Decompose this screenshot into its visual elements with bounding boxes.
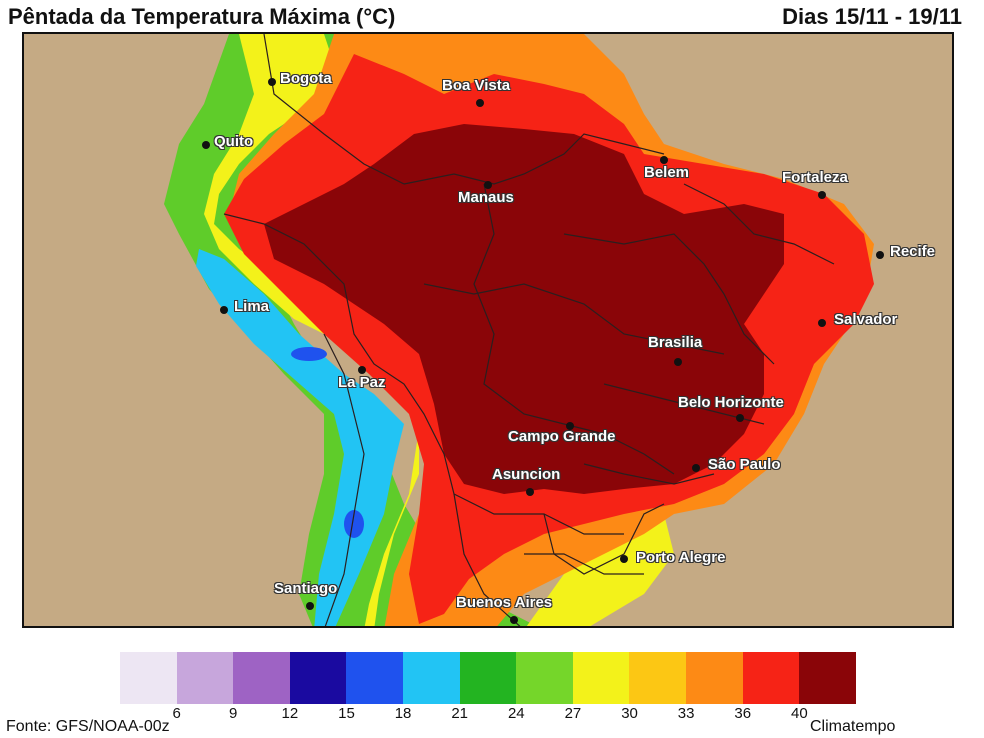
temperature-map-svg	[164, 34, 874, 626]
legend-bin	[233, 652, 290, 704]
legend-tick-label: 40	[791, 705, 808, 722]
city-label-brasilia: Brasilia	[648, 334, 703, 351]
city-dot-icon	[476, 99, 484, 107]
city-dot-icon	[566, 422, 574, 430]
city-label-sao-paulo: São Paulo	[708, 456, 781, 473]
legend-tick-label: 6	[172, 705, 181, 722]
legend-bin	[459, 652, 517, 704]
city-dot-icon	[484, 181, 492, 189]
city-dot-icon	[660, 156, 668, 164]
city-label-manaus: Manaus	[458, 189, 514, 206]
legend-tick-label: 30	[621, 705, 638, 722]
city-label-salvador: Salvador	[834, 311, 898, 328]
legend-tick-label: 24	[507, 705, 525, 722]
legend-tick-label: 15	[338, 705, 355, 722]
temperature-map: Bogota Quito Boa Vista Manaus Belem Fort…	[22, 32, 954, 628]
legend-bin	[176, 652, 234, 704]
zone-yellow	[204, 34, 674, 626]
city-dot-icon	[692, 464, 700, 472]
city-dot-icon	[674, 358, 682, 366]
city-dot-icon	[268, 78, 276, 86]
city-label-recife: Recife	[890, 243, 936, 260]
color-scale-legend	[120, 652, 856, 704]
legend-bin	[799, 652, 856, 704]
city-dot-icon	[220, 306, 228, 314]
city-label-la-paz: La Paz	[338, 374, 386, 391]
legend-bin	[289, 652, 347, 704]
city-label-asuncion: Asuncion	[492, 466, 561, 483]
city-label-santiago: Santiago	[274, 580, 338, 597]
legend-bin	[346, 652, 404, 704]
legend-tick-label: 12	[281, 705, 299, 722]
legend-ticks: 6 9 12 15 18 21 24 27 30 33 36 40	[120, 705, 856, 725]
brand-credit: Climatempo	[810, 718, 896, 735]
legend-tick-label: 21	[451, 705, 469, 722]
city-dot-icon	[526, 488, 534, 496]
city-label-lima: Lima	[234, 298, 270, 315]
legend-bin	[742, 652, 800, 704]
city-dot-icon	[736, 414, 744, 422]
legend-tick-label: 9	[229, 705, 238, 722]
date-range: Dias 15/11 - 19/11	[782, 4, 962, 29]
city-label-belem: Belem	[644, 164, 690, 181]
city-label-porto-alegre: Porto Alegre	[636, 549, 726, 566]
legend-tick-label: 36	[734, 705, 752, 722]
source-credit: Fonte: GFS/NOAA-00z	[6, 718, 170, 735]
legend-bin	[572, 652, 630, 704]
city-dot-icon	[510, 616, 518, 624]
legend-bin	[516, 652, 573, 704]
city-label-boa-vista: Boa Vista	[442, 77, 511, 94]
city-dot-icon	[818, 319, 826, 327]
city-dot-icon	[620, 555, 628, 563]
legend-tick-label: 27	[564, 705, 582, 722]
city-label-quito: Quito	[214, 133, 254, 150]
zone-darkblue-1	[291, 347, 327, 361]
city-label-belo-horizonte: Belo Horizonte	[678, 394, 784, 411]
city-dot-icon	[306, 602, 314, 610]
legend-bin	[686, 652, 743, 704]
legend-tick-label: 33	[677, 705, 695, 722]
city-dot-icon	[358, 366, 366, 374]
map-title: Pêntada da Temperatura Máxima (°C)	[8, 4, 396, 29]
city-label-buenos-aires: Buenos Aires	[456, 594, 553, 611]
zone-darkred	[264, 124, 784, 494]
city-dot-icon	[876, 251, 884, 259]
city-label-fortaleza: Fortaleza	[782, 169, 848, 186]
legend-bin	[120, 652, 177, 704]
legend-bin	[403, 652, 460, 704]
zone-darkblue-2	[344, 510, 364, 538]
legend-bin	[629, 652, 687, 704]
city-label-bogota: Bogota	[280, 70, 332, 87]
city-dot-icon	[818, 191, 826, 199]
legend-bins	[120, 652, 856, 704]
legend-tick-label: 18	[394, 705, 412, 722]
city-label-campo-grande: Campo Grande	[508, 428, 616, 445]
city-dot-icon	[202, 141, 210, 149]
